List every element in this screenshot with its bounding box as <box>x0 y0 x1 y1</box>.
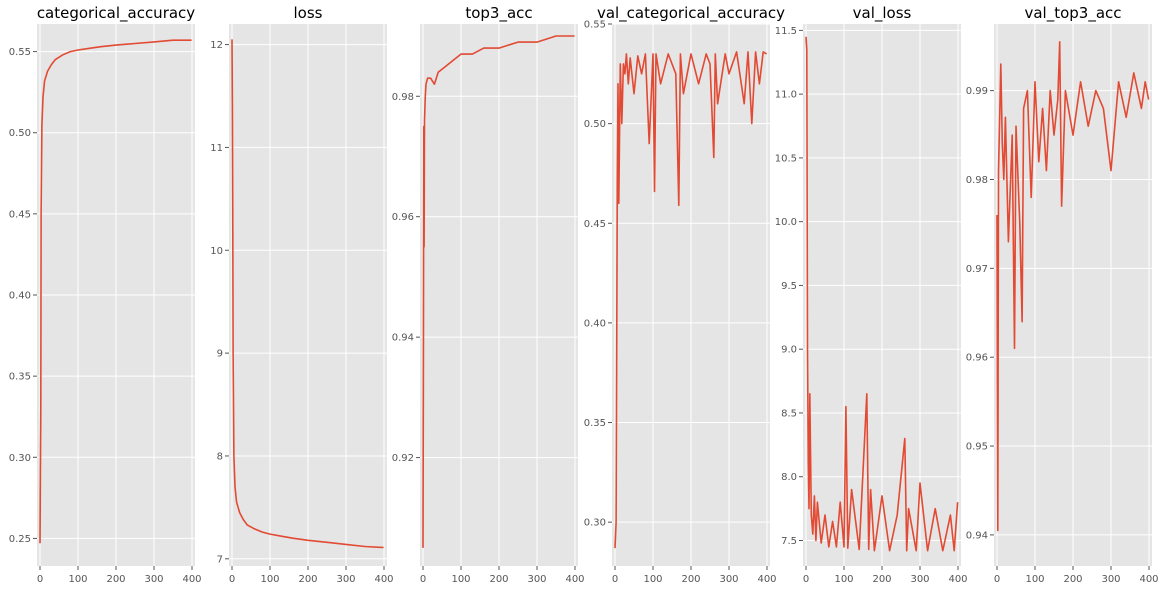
x-tick-label: 200 <box>872 574 891 585</box>
y-tick-label: 0.99 <box>966 86 988 97</box>
y-tick-label: 0.92 <box>392 453 414 464</box>
y-tick-label: 0.30 <box>9 453 31 464</box>
subplot-title: val_loss <box>853 4 912 23</box>
subplot-title: loss <box>294 4 323 22</box>
y-tick-label: 11.0 <box>775 90 797 101</box>
y-tick-label: 0.96 <box>392 212 414 223</box>
subplot-5: 0 100 200 300 400 7.5 8.0 8.5 9.0 9.5 10.0 10.5 11.0… <box>775 4 968 585</box>
subplot-title: val_categorical_accuracy <box>597 4 785 23</box>
y-tick-label: 9 <box>217 349 223 360</box>
x-tick-label: 200 <box>298 574 317 585</box>
subplot-6: 0 100 200 300 400 0.94 0.95 0.96 0.97 0.98 0.99 val… <box>966 4 1159 585</box>
series-line <box>805 36 959 552</box>
y-tick-label: 8 <box>217 451 223 462</box>
y-tick-label: 0.55 <box>584 20 606 31</box>
x-tick-label: 0 <box>803 574 809 585</box>
series-line <box>422 35 575 548</box>
series-line <box>231 39 384 549</box>
y-tick-label: 0.25 <box>9 534 31 545</box>
x-tick-label: 300 <box>527 574 546 585</box>
x-tick-label: 200 <box>106 574 125 585</box>
y-tick-label: 0.50 <box>584 119 606 130</box>
x-tick-label: 300 <box>1101 574 1120 585</box>
y-tick-label: 10.5 <box>775 153 797 164</box>
x-tick-label: 0 <box>420 574 426 585</box>
y-tick-label: 10.0 <box>775 217 797 228</box>
x-tick-label: 0 <box>37 574 43 585</box>
subplot-1: 0 100 200 300 400 0.25 0.30 0.35 0.40 0.45 0.50 0.5… <box>9 4 202 585</box>
y-tick-label: 0.98 <box>392 92 414 103</box>
series-line <box>614 51 768 549</box>
x-tick-label: 300 <box>336 574 355 585</box>
y-tick-label: 0.55 <box>9 47 31 58</box>
y-tick-label: 0.97 <box>966 264 988 275</box>
x-tick-label: 100 <box>1025 574 1044 585</box>
x-tick-label: 400 <box>757 574 776 585</box>
subplot-title: categorical_accuracy <box>37 4 195 23</box>
x-tick-label: 0 <box>994 574 1000 585</box>
subplot-title: val_top3_acc <box>1024 4 1121 23</box>
y-tick-label: 8.5 <box>781 408 797 419</box>
x-tick-label: 100 <box>834 574 853 585</box>
y-tick-label: 0.45 <box>584 219 606 230</box>
y-tick-label: 9.0 <box>781 345 797 356</box>
x-tick-label: 100 <box>260 574 279 585</box>
x-tick-label: 400 <box>182 574 201 585</box>
y-tick-label: 0.40 <box>584 318 606 329</box>
y-tick-label: 0.45 <box>9 209 31 220</box>
y-tick-label: 0.98 <box>966 175 988 186</box>
y-tick-label: 0.40 <box>9 291 31 302</box>
subplot-2: 0 100 200 300 400 7 8 9 10 11 12 loss <box>210 4 393 585</box>
x-tick-label: 0 <box>612 574 618 585</box>
y-tick-label: 0.30 <box>584 518 606 529</box>
y-tick-label: 12 <box>210 40 223 51</box>
x-tick-label: 200 <box>1063 574 1082 585</box>
x-tick-label: 400 <box>948 574 967 585</box>
y-tick-label: 11.5 <box>775 26 797 37</box>
y-tick-label: 0.94 <box>392 333 414 344</box>
subplot-4: 0 100 200 300 400 0.30 0.35 0.40 0.45 0.50 0.55val… <box>584 4 785 585</box>
x-tick-label: 300 <box>144 574 163 585</box>
y-tick-label: 9.5 <box>781 281 797 292</box>
x-tick-label: 200 <box>681 574 700 585</box>
x-tick-label: 100 <box>643 574 662 585</box>
y-tick-label: 0.94 <box>966 530 988 541</box>
series-line <box>39 39 192 544</box>
x-tick-label: 300 <box>910 574 929 585</box>
y-tick-label: 0.96 <box>966 353 988 364</box>
y-tick-label: 7.5 <box>781 536 797 547</box>
x-tick-label: 400 <box>565 574 584 585</box>
subplot-3: 0 100 200 300 400 0.92 0.94 0.96 0.98 top3_acc <box>392 4 585 585</box>
y-tick-label: 8.0 <box>781 472 797 483</box>
x-tick-label: 200 <box>489 574 508 585</box>
y-tick-label: 0.50 <box>9 128 31 139</box>
x-tick-label: 0 <box>229 574 235 585</box>
x-tick-label: 400 <box>1139 574 1158 585</box>
series-line <box>996 40 1150 532</box>
x-tick-label: 100 <box>451 574 470 585</box>
y-tick-label: 7 <box>217 554 223 565</box>
y-tick-label: 0.35 <box>584 418 606 429</box>
x-tick-label: 400 <box>374 574 393 585</box>
y-tick-label: 0.35 <box>9 372 31 383</box>
subplot-title: top3_acc <box>465 4 532 23</box>
y-tick-label: 11 <box>210 143 223 154</box>
y-tick-label: 0.95 <box>966 442 988 453</box>
x-tick-label: 100 <box>68 574 87 585</box>
x-tick-label: 300 <box>719 574 738 585</box>
y-tick-label: 10 <box>210 246 223 257</box>
